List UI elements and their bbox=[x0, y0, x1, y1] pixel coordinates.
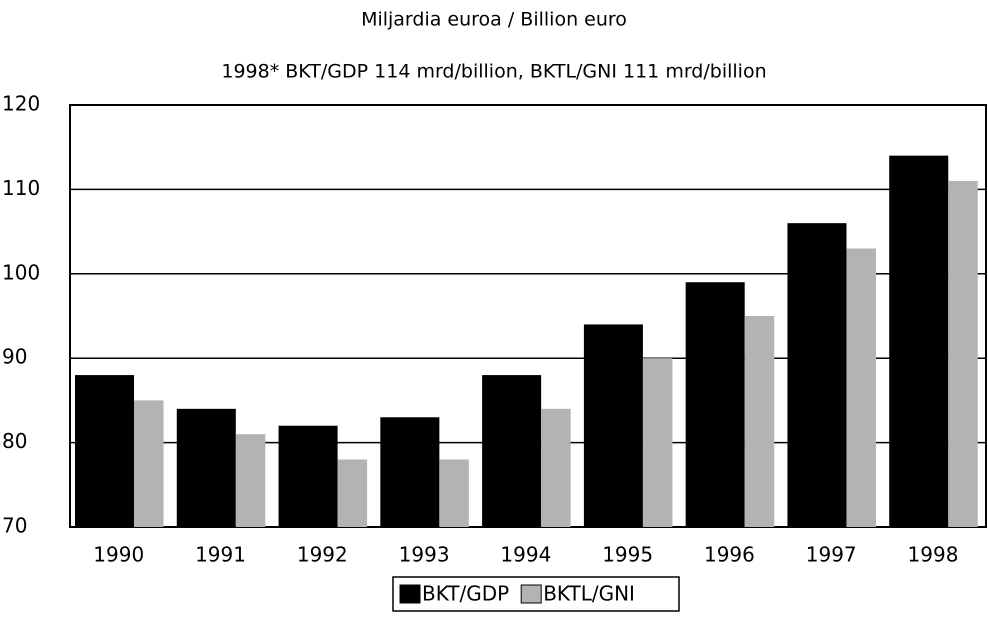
bar bbox=[482, 375, 542, 527]
y-tick-label: 70 bbox=[2, 514, 27, 538]
legend-label: BKT/GDP bbox=[422, 582, 509, 606]
x-tick-label: 1993 bbox=[399, 543, 450, 567]
bar bbox=[583, 324, 643, 527]
legend-swatch bbox=[520, 584, 542, 604]
x-tick-label: 1998 bbox=[908, 543, 959, 567]
x-tick-label: 1992 bbox=[297, 543, 348, 567]
bar bbox=[787, 223, 847, 527]
y-tick-label: 120 bbox=[2, 92, 40, 116]
y-tick-label: 110 bbox=[2, 176, 40, 200]
y-tick-label: 100 bbox=[2, 260, 40, 284]
bar bbox=[744, 316, 775, 527]
bar bbox=[642, 358, 673, 527]
y-tick-label: 90 bbox=[2, 345, 27, 369]
bar bbox=[948, 180, 978, 527]
bar bbox=[685, 282, 745, 527]
bar bbox=[380, 417, 440, 527]
chart-subtitle: 1998* BKT/GDP 114 mrd/billion, BKTL/GNI … bbox=[221, 61, 766, 83]
chart-title: Miljardia euroa / Billion euro bbox=[361, 9, 627, 31]
bar bbox=[75, 375, 135, 527]
bar bbox=[278, 425, 338, 527]
bar bbox=[337, 459, 368, 527]
bar bbox=[134, 400, 164, 527]
bar bbox=[846, 248, 876, 528]
legend-swatch bbox=[399, 584, 421, 604]
bar bbox=[541, 408, 571, 527]
bar bbox=[889, 155, 949, 527]
x-tick-label: 1997 bbox=[806, 543, 857, 567]
x-tick-label: 1990 bbox=[93, 543, 144, 567]
x-tick-label: 1996 bbox=[704, 543, 755, 567]
legend-label: BKTL/GNI bbox=[543, 582, 635, 606]
bar bbox=[235, 434, 266, 527]
x-tick-label: 1991 bbox=[195, 543, 246, 567]
x-tick-label: 1995 bbox=[602, 543, 653, 567]
bar bbox=[439, 459, 469, 527]
y-tick-label: 80 bbox=[2, 429, 27, 453]
x-tick-label: 1994 bbox=[500, 543, 551, 567]
bar bbox=[176, 408, 236, 527]
